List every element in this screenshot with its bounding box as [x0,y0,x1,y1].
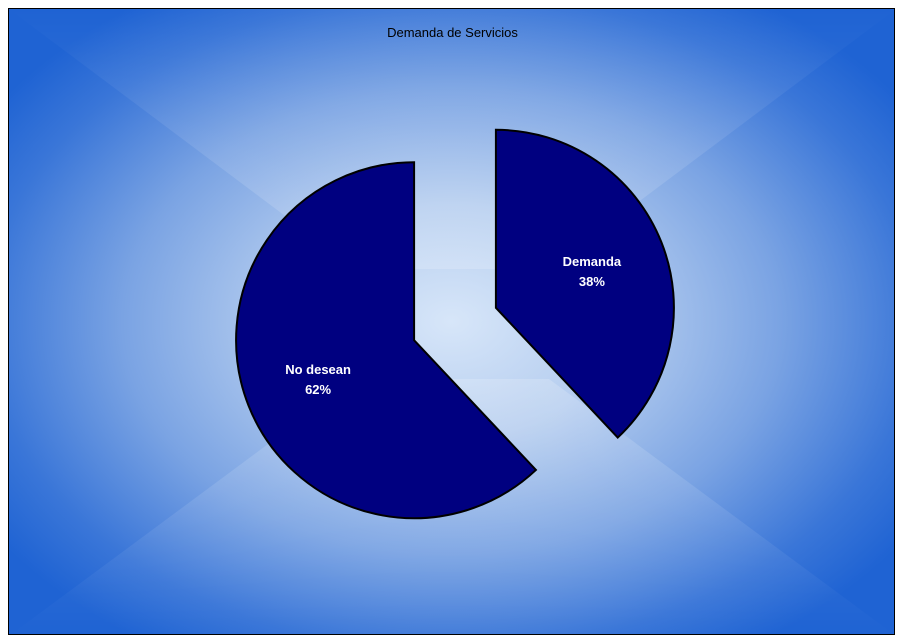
chart-title: Demanda de Servicios [387,25,518,40]
pie-labels: Demanda 38% No desean 62% [285,254,622,397]
pie-chart: Demanda 38% No desean 62% [9,9,894,634]
slice-value-no-desean: 62% [305,382,331,397]
chart-area: Demanda 38% No desean 62% Demanda de Servic… [8,8,895,635]
pie-slices [235,128,675,520]
slice-value-demanda: 38% [579,274,605,289]
background-ray-top [9,9,894,269]
pie-slice-no-desean [235,161,538,520]
slice-label-demanda: Demanda [563,254,622,269]
pie-slice-demanda [494,128,675,439]
slice-label-no-desean: No desean [285,362,351,377]
